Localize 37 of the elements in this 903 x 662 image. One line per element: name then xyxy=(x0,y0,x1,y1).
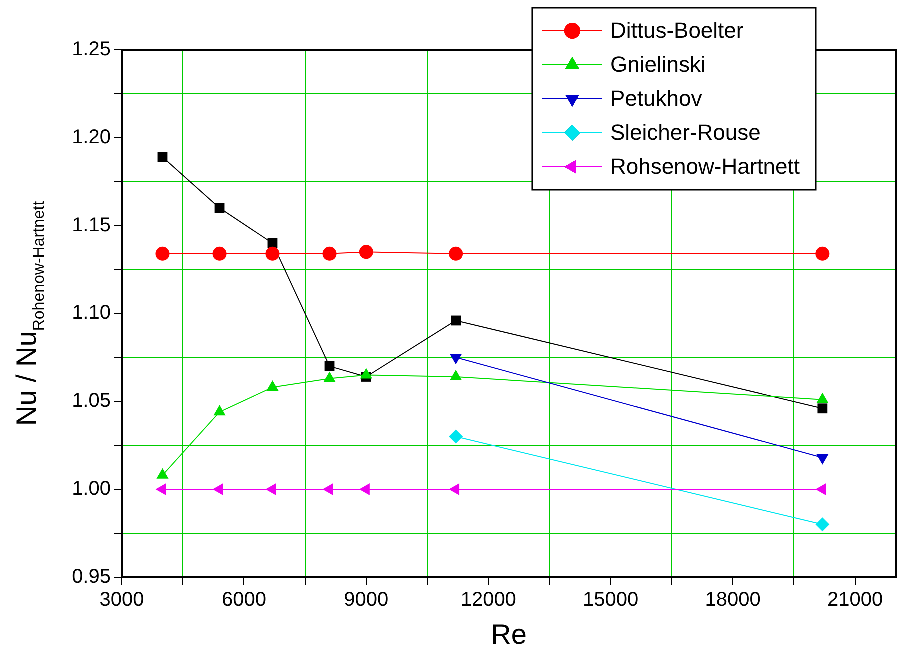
legend-label: Gnielinski xyxy=(610,52,706,78)
y-axis-title: Nu / NuRohenow-Hartnett xyxy=(11,200,48,426)
point xyxy=(451,316,461,326)
x-tick-label: 15000 xyxy=(583,588,639,611)
x-tick-label: 18000 xyxy=(705,588,761,611)
point xyxy=(324,361,335,372)
y-tick-label: 1.15 xyxy=(72,214,111,236)
point xyxy=(214,203,225,214)
point xyxy=(449,246,464,261)
y-tick-label: 1.00 xyxy=(72,478,111,500)
y-tick-label: 1.10 xyxy=(72,302,111,324)
x-tick-label: 3000 xyxy=(100,588,144,611)
x-tick-label: 21000 xyxy=(827,588,884,611)
x-tick-label: 12000 xyxy=(460,588,516,611)
x-tick-label: 6000 xyxy=(222,588,266,611)
point xyxy=(818,404,828,414)
point xyxy=(322,246,337,261)
point xyxy=(212,246,227,261)
point xyxy=(816,246,830,261)
point xyxy=(266,246,280,261)
y-tick-label: 1.25 xyxy=(72,38,111,61)
x-axis-title: Re xyxy=(491,618,527,650)
point xyxy=(158,152,168,162)
legend-label: Petukhov xyxy=(610,86,702,112)
y-tick-label: 1.20 xyxy=(72,126,111,148)
point xyxy=(156,246,170,261)
legend-label: Rohsenow-Hartnett xyxy=(610,154,800,180)
y-tick-label: 0.95 xyxy=(72,566,111,588)
point xyxy=(449,430,464,444)
point xyxy=(359,245,374,260)
point xyxy=(266,380,279,392)
point xyxy=(816,518,830,532)
legend-label: Dittus-Boelter xyxy=(610,18,744,44)
x-tick-label: 9000 xyxy=(344,588,389,611)
y-tick-label: 1.05 xyxy=(72,390,111,412)
point xyxy=(449,483,460,496)
legend-label: Sleicher-Rouse xyxy=(610,120,761,146)
